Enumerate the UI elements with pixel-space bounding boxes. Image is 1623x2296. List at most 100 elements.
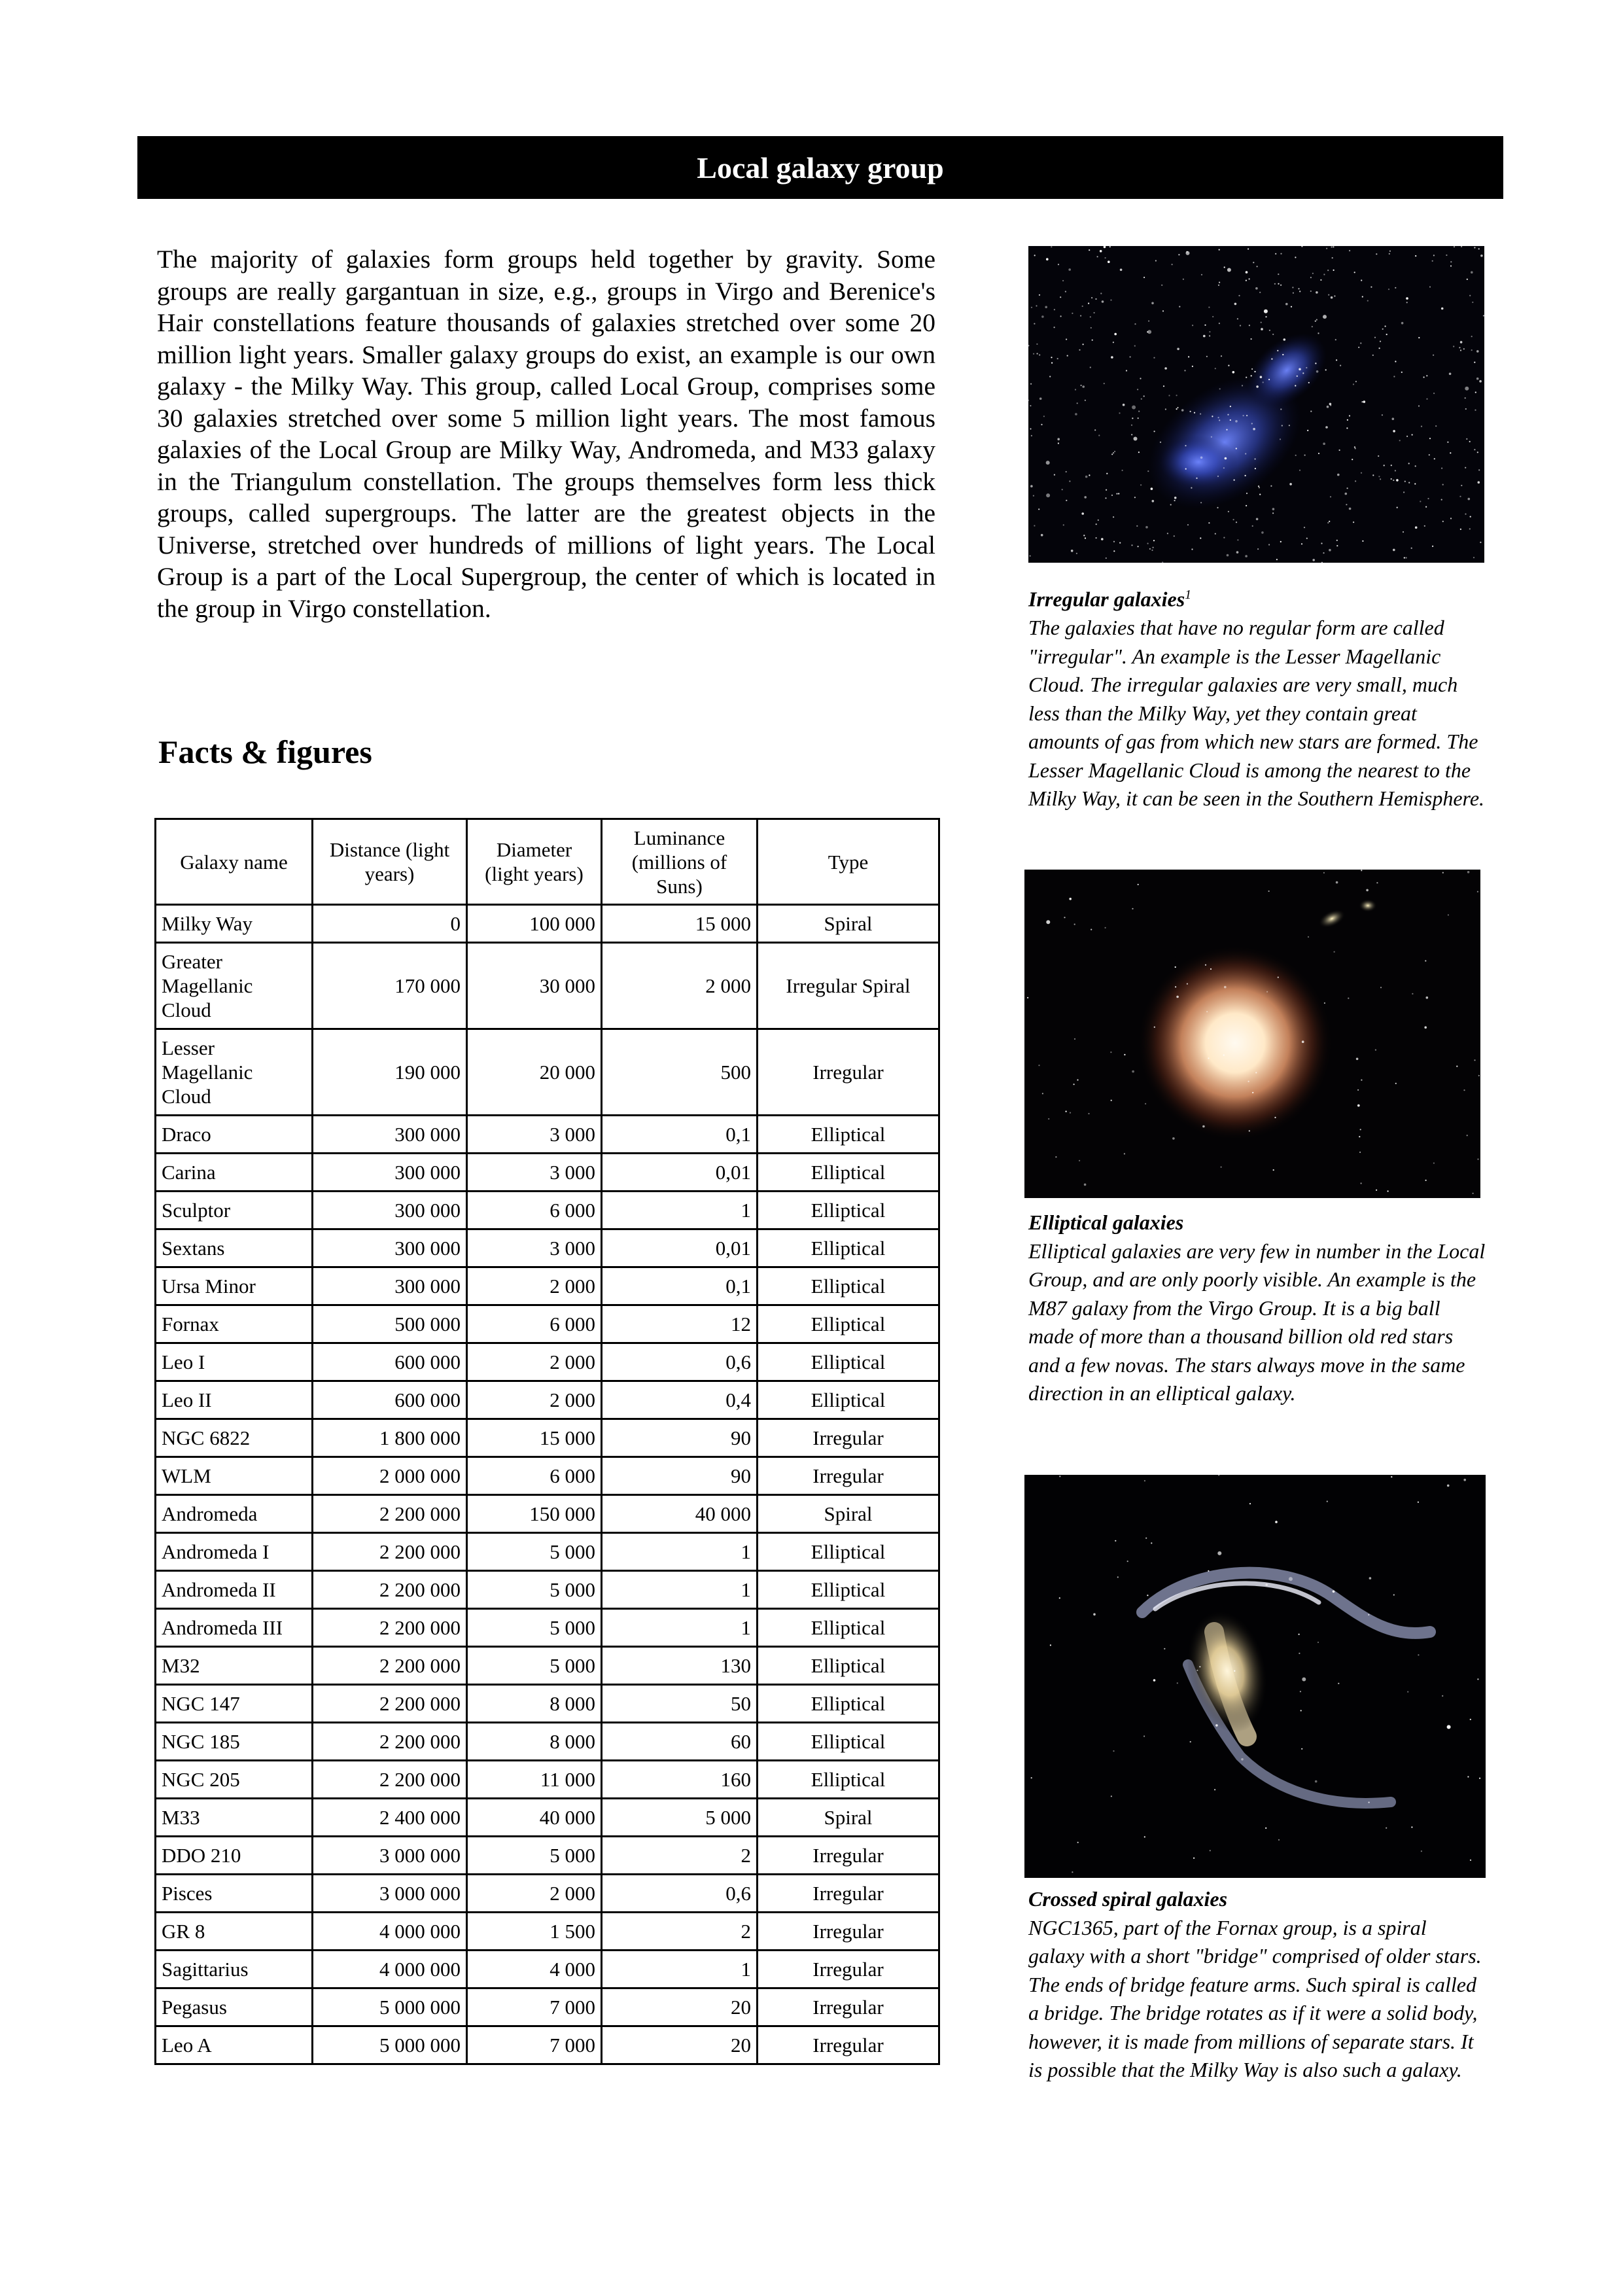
table-cell: 1 500: [466, 1911, 602, 1951]
star-dot: [1466, 438, 1468, 440]
table-cell: 600 000: [311, 1380, 468, 1420]
star-dot: [1396, 479, 1399, 482]
star-dot: [1223, 1054, 1225, 1056]
star-dot: [1176, 395, 1178, 397]
table-row: NGC 6822 1 800 000 15 000 90 Irregular: [154, 1418, 940, 1458]
star-dot: [1442, 872, 1444, 874]
star-dot: [1405, 557, 1407, 559]
star-dot: [1477, 1158, 1479, 1160]
star-dot: [1079, 1159, 1081, 1161]
star-dot: [1028, 345, 1030, 347]
table-cell: Spiral: [756, 1494, 940, 1534]
table-cell: Elliptical: [756, 1304, 940, 1344]
table-cell: 300 000: [311, 1228, 468, 1268]
table-cell: 40 000: [466, 1797, 602, 1837]
star-dot: [1312, 559, 1315, 561]
star-dot: [1314, 1780, 1318, 1783]
table-cell: Elliptical: [756, 1152, 940, 1192]
star-dot: [1333, 951, 1335, 953]
star-dot: [1358, 346, 1360, 348]
star-dot: [1393, 548, 1395, 552]
star-dot: [1299, 368, 1301, 371]
star-dot: [1311, 326, 1313, 328]
star-dot: [1330, 404, 1332, 406]
table-row: WLM 2 000 000 6 000 90 Irregular: [154, 1456, 940, 1496]
star-dot: [1172, 1137, 1175, 1140]
star-dot: [1404, 480, 1406, 482]
star-dot: [1235, 420, 1238, 423]
star-dot: [1166, 533, 1168, 535]
star-dot: [1426, 398, 1428, 400]
star-dot: [1300, 1710, 1302, 1712]
table-cell: 2: [601, 1911, 758, 1951]
table-cell: 2 400 000: [311, 1797, 468, 1837]
star-dot: [1030, 405, 1032, 407]
star-dot: [1456, 1065, 1458, 1067]
star-dot: [1041, 1093, 1043, 1095]
star-dot: [1105, 497, 1107, 499]
star-dot: [1134, 323, 1136, 325]
star-dot: [1145, 1537, 1147, 1539]
star-dot: [1143, 1735, 1145, 1737]
star-dot: [1412, 993, 1414, 995]
star-dot: [1433, 393, 1435, 395]
table-cell: 8 000: [466, 1722, 602, 1761]
table-cell: Irregular: [756, 1835, 940, 1875]
table-cell: Pegasus: [154, 1987, 313, 2027]
star-dot: [1389, 250, 1391, 252]
table-cell: 170 000: [311, 942, 468, 1030]
table-row: Andromeda III 2 200 000 5 000 1 Elliptical: [154, 1608, 940, 1648]
star-dot: [1370, 286, 1372, 288]
table-cell: 1: [601, 1190, 758, 1230]
star-dot: [1153, 357, 1155, 359]
star-dot: [1369, 1577, 1372, 1580]
star-dot: [1064, 291, 1066, 292]
star-dot: [1030, 1777, 1032, 1779]
table-cell: NGC 185: [154, 1722, 313, 1761]
star-dot: [1386, 1827, 1387, 1829]
table-cell: 6 000: [466, 1304, 602, 1344]
star-dot: [1442, 484, 1444, 486]
star-dot: [1328, 294, 1330, 296]
table-row: Pisces 3 000 000 2 000 0,6 Irregular: [154, 1873, 940, 1913]
star-dot: [1140, 378, 1142, 380]
star-dot: [1182, 278, 1184, 280]
star-dot: [1414, 483, 1416, 485]
star-dot: [1081, 305, 1083, 308]
star-dot: [1326, 405, 1329, 408]
table-cell: Andromeda III: [154, 1608, 313, 1648]
star-dot: [1465, 386, 1469, 391]
star-dot: [1091, 339, 1093, 341]
star-dot: [1174, 497, 1177, 499]
table-cell: 20: [601, 2025, 758, 2065]
star-dot: [1138, 410, 1140, 412]
star-dot: [1028, 399, 1030, 401]
star-dot: [1082, 385, 1085, 388]
star-dot: [1256, 266, 1258, 268]
star-dot: [1378, 347, 1380, 349]
table-cell: 160: [601, 1759, 758, 1799]
star-dot: [1143, 276, 1145, 279]
star-dot: [1109, 246, 1111, 248]
star-dot: [1285, 302, 1288, 306]
star-dot: [1357, 1104, 1360, 1107]
star-dot: [1280, 540, 1282, 542]
star-dot: [1290, 306, 1293, 308]
star-dot: [1066, 499, 1068, 501]
star-dot: [1250, 338, 1252, 340]
star-dot: [1423, 376, 1425, 378]
star-dot: [1428, 454, 1430, 456]
star-dot: [1212, 315, 1214, 318]
star-dot: [1245, 453, 1247, 455]
star-dot: [1034, 525, 1036, 527]
star-dot: [1280, 253, 1282, 255]
star-dot: [1229, 406, 1231, 408]
star-dot: [1066, 338, 1068, 340]
star-dot: [1223, 467, 1225, 469]
table-row: NGC 205 2 200 000 11 000 160 Elliptical: [154, 1759, 940, 1799]
star-dot: [1111, 453, 1113, 455]
star-dot: [1064, 917, 1066, 919]
star-dot: [1111, 494, 1113, 496]
star-dot: [1478, 1074, 1480, 1076]
table-row: Leo I 600 000 2 000 0,6 Elliptical: [154, 1342, 940, 1382]
